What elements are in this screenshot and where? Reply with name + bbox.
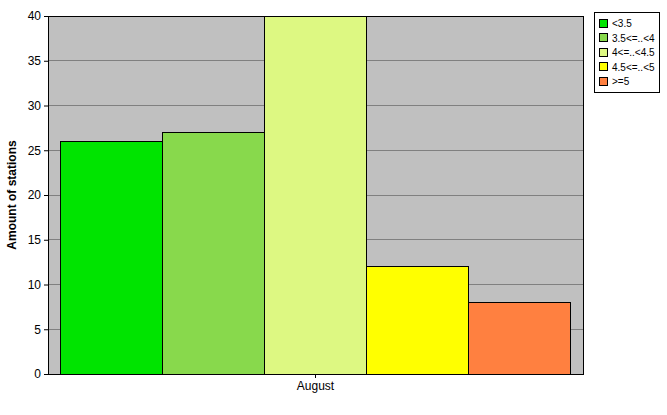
x-tick-label: August xyxy=(297,379,335,393)
y-tick: 25 xyxy=(28,144,48,158)
y-tick-label: 20 xyxy=(28,188,42,202)
legend-swatch xyxy=(599,34,607,42)
bars xyxy=(61,16,571,374)
plot-frame xyxy=(48,16,583,374)
y-tick: 30 xyxy=(28,99,48,113)
x-tick-mark xyxy=(315,374,316,378)
y-tick-label: 40 xyxy=(28,9,42,23)
x-tick: August xyxy=(297,374,335,393)
y-tick-mark xyxy=(44,16,48,17)
bar xyxy=(468,302,570,374)
x-axis: August xyxy=(49,374,584,393)
legend-swatch xyxy=(599,19,607,27)
y-tick: 15 xyxy=(28,233,48,247)
y-tick-label: 5 xyxy=(34,323,41,337)
bar xyxy=(61,141,163,374)
legend-label: 3.5<=..<4 xyxy=(612,33,655,44)
y-tick-label: 15 xyxy=(28,233,42,247)
legend-label: 4<=..<4.5 xyxy=(612,47,655,58)
y-tick: 5 xyxy=(34,323,48,337)
y-tick-mark xyxy=(44,285,48,286)
chart: 0 5 10 15 20 25 30 35 40 August Amount of stations… xyxy=(0,0,667,415)
legend-label: 4.5<=..<5 xyxy=(612,62,655,73)
y-tick-mark xyxy=(44,329,48,330)
legend-box xyxy=(594,12,660,93)
legend-swatch xyxy=(599,48,607,56)
bar xyxy=(366,267,468,374)
plot-background xyxy=(48,16,583,374)
y-tick: 35 xyxy=(28,54,48,68)
y-tick-mark xyxy=(44,374,48,375)
y-tick-mark xyxy=(44,240,48,241)
y-tick-label: 35 xyxy=(28,54,42,68)
legend-swatch xyxy=(599,63,607,71)
grid xyxy=(48,16,583,374)
y-tick-mark xyxy=(44,106,48,107)
y-tick: 0 xyxy=(34,367,48,381)
legend-label: <3.5 xyxy=(612,18,632,29)
y-tick: 40 xyxy=(28,9,48,23)
y-tick-mark xyxy=(44,61,48,62)
legend: <3.5 3.5<=..<4 4<=..<4.5 4.5<=..<5 >=5 xyxy=(594,12,660,93)
y-axis-title: Amount of stations xyxy=(5,140,19,250)
y-tick-mark xyxy=(44,195,48,196)
y-axis-line xyxy=(48,17,49,375)
y-tick-mark xyxy=(44,150,48,151)
legend-label: >=5 xyxy=(612,76,630,87)
y-tick: 10 xyxy=(28,278,48,292)
y-tick-label: 30 xyxy=(28,99,42,113)
bar xyxy=(265,16,367,374)
y-axis: 0 5 10 15 20 25 30 35 40 xyxy=(28,9,49,381)
y-tick: 20 xyxy=(28,188,48,202)
y-tick-label: 25 xyxy=(28,144,42,158)
bar xyxy=(163,132,265,374)
legend-swatch xyxy=(599,77,607,85)
y-tick-label: 10 xyxy=(28,278,42,292)
y-tick-label: 0 xyxy=(34,367,41,381)
